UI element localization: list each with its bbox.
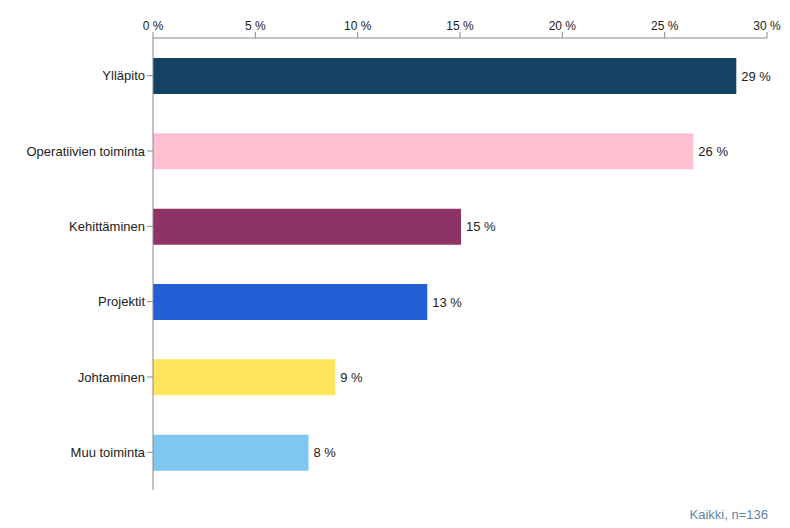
svg-text:20 %: 20 % <box>549 19 577 33</box>
svg-text:30 %: 30 % <box>753 19 781 33</box>
svg-text:0 %: 0 % <box>143 19 164 33</box>
svg-text:Muu toiminta: Muu toiminta <box>71 445 146 460</box>
svg-text:Operatiivien toiminta: Operatiivien toiminta <box>27 144 146 159</box>
svg-text:29 %: 29 % <box>741 69 771 84</box>
svg-text:26 %: 26 % <box>698 144 728 159</box>
svg-text:8 %: 8 % <box>314 445 337 460</box>
svg-text:Johtaminen: Johtaminen <box>78 370 145 385</box>
svg-text:10 %: 10 % <box>344 19 372 33</box>
svg-text:15 %: 15 % <box>446 19 474 33</box>
html-text:Kaikki, n=136: Kaikki, n=136 <box>689 507 768 522</box>
svg-text:Ylläpito: Ylläpito <box>102 68 145 83</box>
svg-text:25 %: 25 % <box>651 19 679 33</box>
svg-text:9 %: 9 % <box>340 370 363 385</box>
svg-text:15 %: 15 % <box>466 219 496 234</box>
svg-text:13 %: 13 % <box>432 295 462 310</box>
svg-text:5 %: 5 % <box>245 19 266 33</box>
svg-text:Projektit: Projektit <box>98 294 145 309</box>
svg-text:Kehittäminen: Kehittäminen <box>69 219 145 234</box>
